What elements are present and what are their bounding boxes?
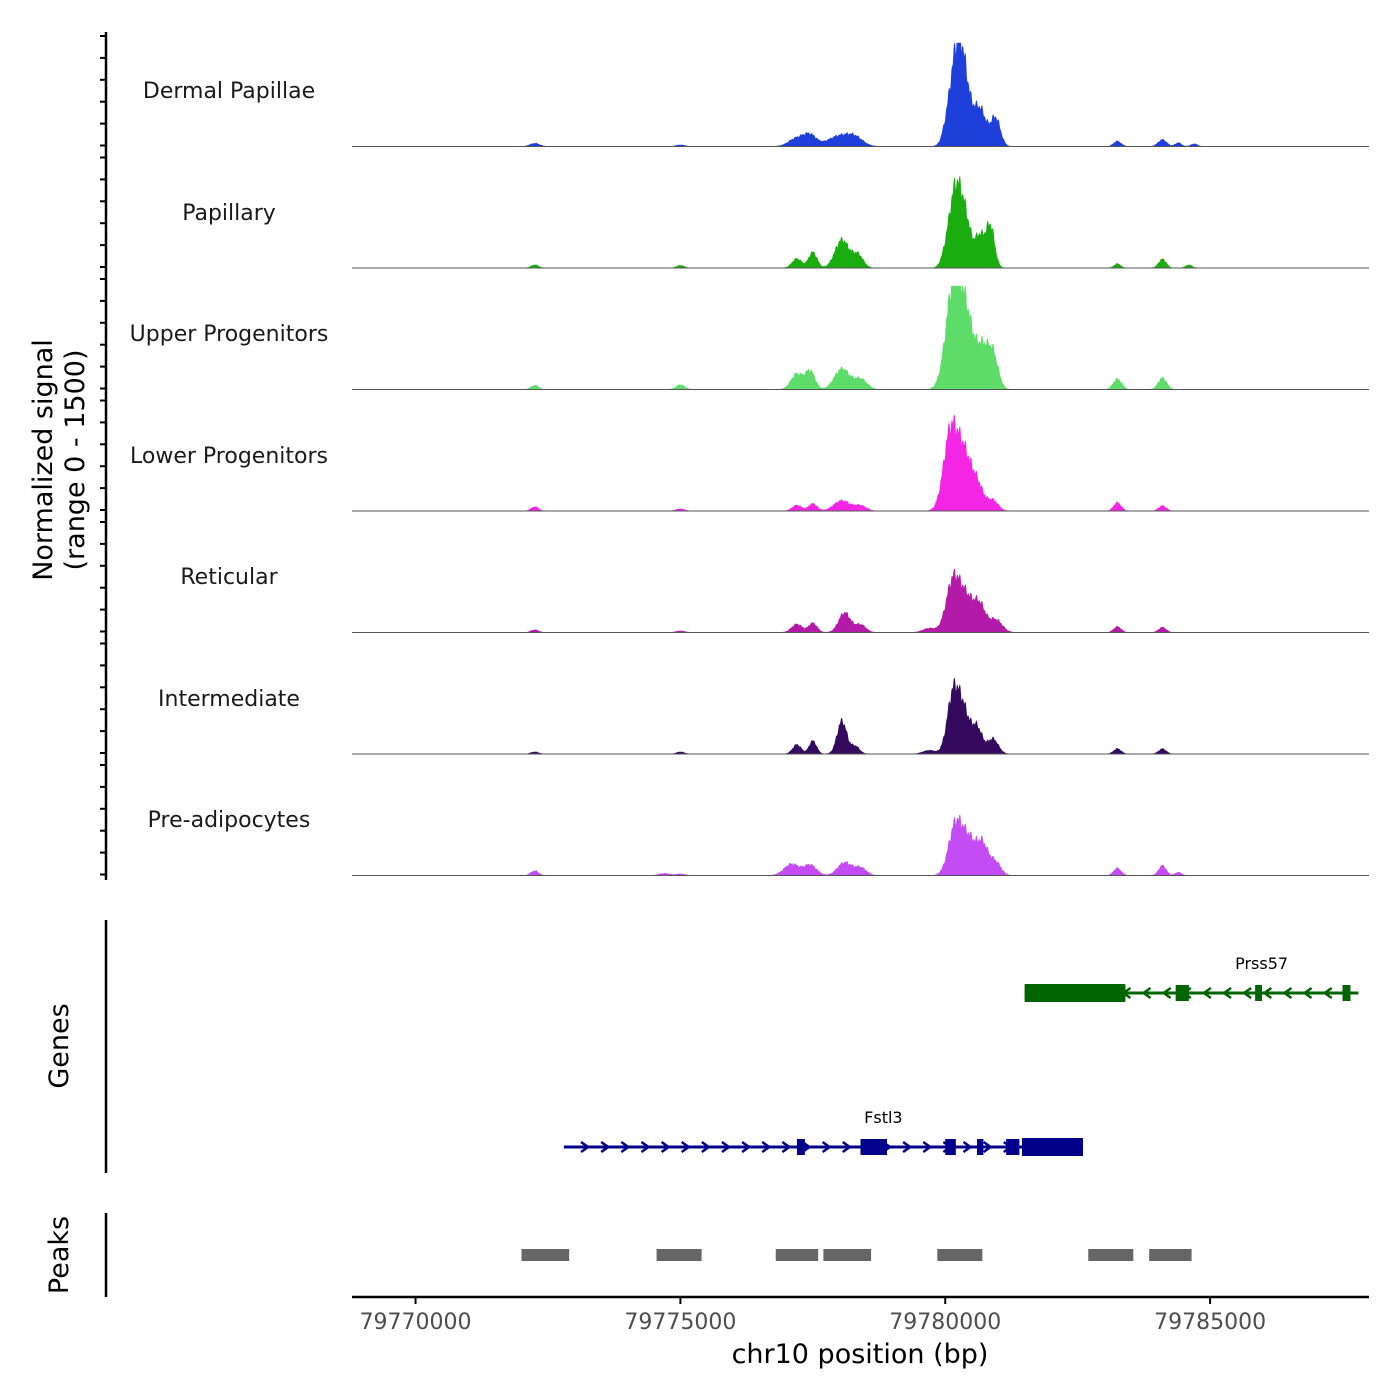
track-pre-adipocytes: Pre-adipocytes bbox=[148, 808, 1369, 876]
track-label: Dermal Papillae bbox=[143, 79, 315, 104]
gene-model bbox=[563, 1138, 1083, 1156]
coverage-tracks: Dermal Papillae Papillary Upper Progenit… bbox=[130, 42, 1369, 876]
strand-arrow bbox=[962, 1140, 973, 1154]
gene-exon bbox=[1255, 985, 1263, 1001]
x-tick: 79785000 bbox=[1154, 1297, 1266, 1335]
coverage-area bbox=[352, 677, 1369, 755]
gene-label: Prss57 bbox=[1235, 954, 1288, 973]
track-lower-progenitors: Lower Progenitors bbox=[130, 415, 1369, 512]
strand-arrow bbox=[1322, 986, 1333, 1000]
strand-arrow bbox=[580, 1140, 591, 1154]
peak-regions bbox=[521, 1249, 1192, 1261]
x-tick-label: 79770000 bbox=[360, 1310, 472, 1335]
peak-region bbox=[1088, 1249, 1134, 1261]
signal-y-axis-ticks bbox=[100, 35, 106, 876]
strand-arrow bbox=[1161, 986, 1172, 1000]
gene-exon bbox=[977, 1139, 984, 1155]
strand-arrow bbox=[1262, 986, 1273, 1000]
strand-arrow bbox=[982, 1140, 993, 1154]
coverage-area bbox=[352, 415, 1369, 512]
gene-prss57: Prss57 bbox=[1024, 954, 1359, 1002]
gene-exon bbox=[860, 1139, 887, 1155]
strand-arrow bbox=[721, 1140, 732, 1154]
track-reticular: Reticular bbox=[180, 565, 1369, 633]
gene-exon bbox=[1342, 985, 1351, 1001]
strand-arrow bbox=[1201, 986, 1212, 1000]
genes-panel-label: Genes bbox=[44, 1003, 75, 1088]
x-tick: 79770000 bbox=[360, 1297, 472, 1335]
track-papillary: Papillary bbox=[182, 175, 1369, 269]
strand-arrow bbox=[1282, 986, 1293, 1000]
strand-arrow bbox=[600, 1140, 611, 1154]
peak-region bbox=[937, 1249, 983, 1261]
x-tick-label: 79785000 bbox=[1154, 1310, 1266, 1335]
strand-arrow bbox=[761, 1140, 772, 1154]
coverage-area bbox=[352, 175, 1369, 269]
x-tick: 79780000 bbox=[889, 1297, 1001, 1335]
coverage-area bbox=[352, 42, 1369, 147]
strand-arrow bbox=[821, 1140, 832, 1154]
strand-arrow bbox=[902, 1140, 913, 1154]
strand-arrow bbox=[640, 1140, 651, 1154]
strand-arrow bbox=[922, 1140, 933, 1154]
track-label: Upper Progenitors bbox=[130, 322, 329, 347]
strand-arrow bbox=[620, 1140, 631, 1154]
track-dermal-papillae: Dermal Papillae bbox=[143, 42, 1369, 147]
gene-exon bbox=[1006, 1139, 1020, 1155]
peak-region bbox=[521, 1249, 570, 1261]
x-tick-label: 79775000 bbox=[624, 1310, 736, 1335]
track-intermediate: Intermediate bbox=[158, 677, 1369, 755]
gene-label: Fstl3 bbox=[864, 1108, 902, 1127]
coverage-area bbox=[352, 568, 1369, 633]
y-axis-title-line1: Normalized signal bbox=[28, 339, 59, 581]
gene-model bbox=[1024, 984, 1359, 1002]
gene-exon bbox=[945, 1139, 956, 1155]
gene-fstl3: Fstl3 bbox=[563, 1108, 1083, 1156]
x-tick: 79775000 bbox=[624, 1297, 736, 1335]
strand-arrow bbox=[680, 1140, 691, 1154]
track-upper-progenitors: Upper Progenitors bbox=[130, 285, 1369, 390]
strand-arrow bbox=[1221, 986, 1232, 1000]
coverage-area bbox=[352, 814, 1369, 876]
strand-arrow bbox=[781, 1140, 792, 1154]
strand-arrow bbox=[741, 1140, 752, 1154]
track-label: Intermediate bbox=[158, 687, 300, 712]
strand-arrow bbox=[1242, 986, 1252, 1000]
gene-coding-region bbox=[1024, 984, 1126, 1002]
gene-coding-region bbox=[1022, 1138, 1083, 1156]
peak-region bbox=[1149, 1249, 1192, 1261]
coverage-area bbox=[352, 285, 1369, 390]
y-axis-title-line2: (range 0 - 1500) bbox=[60, 350, 91, 571]
track-label: Pre-adipocytes bbox=[148, 808, 311, 833]
peak-region bbox=[656, 1249, 702, 1261]
strand-arrow bbox=[1302, 986, 1313, 1000]
track-label: Papillary bbox=[182, 201, 276, 226]
strand-arrow bbox=[701, 1140, 711, 1154]
strand-arrow bbox=[660, 1140, 671, 1154]
gene-exon bbox=[1175, 985, 1189, 1001]
x-tick-label: 79780000 bbox=[889, 1310, 1001, 1335]
track-label: Lower Progenitors bbox=[130, 444, 328, 469]
x-axis-title: chr10 position (bp) bbox=[732, 1339, 989, 1370]
track-label: Reticular bbox=[180, 565, 278, 590]
strand-arrow bbox=[842, 1140, 852, 1154]
peaks-panel-label: Peaks bbox=[44, 1216, 75, 1294]
peak-region bbox=[823, 1249, 872, 1261]
gene-exon bbox=[796, 1139, 805, 1155]
strand-arrow bbox=[1141, 986, 1152, 1000]
peak-region bbox=[775, 1249, 819, 1261]
